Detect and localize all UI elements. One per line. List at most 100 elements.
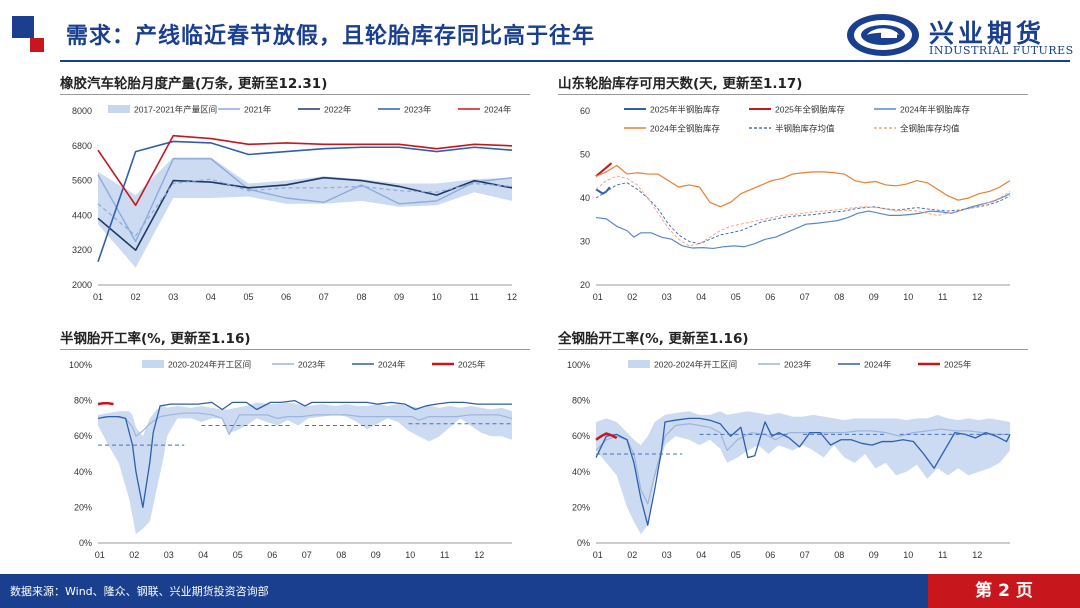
x-tick-label: 10	[432, 292, 442, 302]
y-tick-label: 40	[580, 193, 590, 203]
x-tick-label: 08	[834, 550, 844, 560]
page-number: 第 2 页	[928, 574, 1080, 608]
legend-label: 2022年	[324, 105, 352, 115]
y-tick-label: 3200	[72, 245, 92, 255]
legend-label: 2025年全钢胎库存	[775, 105, 845, 115]
chart-inventory-days: 20 30 40 50 60 01 02 03 04 05 06 07 08 09 10 11 12 2025年半…	[580, 105, 1011, 302]
x-tick-label: 02	[131, 292, 141, 302]
series-line-2023年	[595, 423, 1010, 505]
series-line-2023年	[97, 412, 513, 437]
legend-swatch	[628, 360, 650, 368]
x-tick-label: 04	[696, 292, 706, 302]
x-tick-label: 11	[440, 550, 449, 560]
chart-panel-inventory-days: 山东轮胎库存可用天数(天, 更新至1.17) 20 30 40 50 60 01 02 03 0…	[558, 72, 1028, 302]
x-tick-label: 03	[662, 550, 672, 560]
legend-label: 2025年	[458, 360, 486, 370]
x-tick-label: 01	[593, 292, 603, 302]
x-tick-label: 05	[731, 292, 741, 302]
series-line-2025年半钢胎库存	[595, 186, 611, 195]
series-line-半钢胎库存均值	[595, 182, 1011, 245]
legend-label: 半钢胎库存均值	[775, 124, 835, 134]
x-tick-label: 08	[834, 292, 844, 302]
x-tick-label: 03	[662, 292, 672, 302]
title-divider	[60, 94, 530, 95]
chart-title: 半钢胎开工率(%, 更新至1.16)	[60, 331, 251, 347]
x-tick-label: 09	[371, 550, 381, 560]
y-tick-label: 60%	[572, 431, 590, 441]
x-tick-label: 09	[869, 292, 879, 302]
legend-label: 2020-2024年开工区间	[654, 360, 737, 370]
y-tick-label: 50	[580, 150, 590, 160]
legend-label: 2017-2021年产量区间	[134, 105, 217, 115]
header-square-red	[30, 38, 44, 52]
legend-label: 2023年	[784, 360, 812, 370]
y-tick-label: 100%	[567, 360, 590, 370]
x-tick-label: 04	[206, 292, 216, 302]
series-line-2024年半钢胎库存	[595, 193, 1011, 250]
y-tick-label: 6800	[72, 141, 92, 151]
series-line-2025年	[595, 432, 618, 441]
legend-swatch	[142, 360, 164, 368]
legend-label: 2024年全钢胎库存	[650, 124, 720, 134]
x-tick-label: 03	[168, 292, 178, 302]
x-tick-label: 06	[765, 550, 775, 560]
legend-label: 2024年半钢胎库存	[900, 105, 970, 115]
header-square-blue	[12, 16, 34, 38]
legend-label: 2024年	[864, 360, 892, 370]
chart-all-steel-rate: 0% 20% 40% 60% 80% 100% 01 02 03 04 05 06 07 08 09 10 11…	[567, 360, 1011, 560]
x-tick-label: 07	[800, 550, 810, 560]
footer-bar: 数据来源：Wind、隆众、钢联、兴业期货投资咨询部 第 2 页	[0, 574, 1080, 608]
company-logo: 兴业期货 INDUSTRIAL FUTURES	[845, 12, 1073, 58]
y-tick-label: 5600	[72, 176, 92, 186]
x-tick-label: 11	[470, 292, 479, 302]
y-tick-label: 60	[580, 106, 590, 116]
y-tick-label: 2000	[72, 280, 92, 290]
x-tick-label: 10	[903, 550, 913, 560]
y-tick-label: 40%	[572, 467, 590, 477]
y-tick-label: 20%	[572, 502, 590, 512]
x-tick-label: 02	[129, 550, 139, 560]
legend-label: 2024年	[378, 360, 406, 370]
x-tick-label: 03	[164, 550, 174, 560]
y-tick-label: 80%	[74, 396, 92, 406]
legend-label: 2023年	[298, 360, 326, 370]
x-tick-label: 12	[507, 292, 517, 302]
legend-label: 2024年	[484, 105, 512, 115]
y-tick-label: 60%	[74, 431, 92, 441]
y-tick-label: 30	[580, 237, 590, 247]
legend-label: 2021年	[244, 105, 272, 115]
title-divider	[558, 349, 1028, 350]
logo-text-cn: 兴业期货	[929, 19, 1046, 48]
series-line-average	[97, 178, 513, 237]
chart-semi-steel-rate: 0% 20% 40% 60% 80% 100% 01 02 03 04 05 06 07 08 09 10 11…	[69, 360, 513, 560]
y-tick-label: 0%	[577, 538, 590, 548]
title-divider	[60, 349, 530, 350]
x-tick-label: 02	[627, 550, 637, 560]
x-tick-label: 12	[474, 550, 484, 560]
x-tick-label: 09	[394, 292, 404, 302]
series-line-2025年	[97, 402, 114, 406]
series-line-2024年	[97, 399, 512, 509]
x-tick-label: 04	[696, 550, 706, 560]
y-tick-label: 20%	[74, 502, 92, 512]
series-line-全钢胎库存均值	[595, 175, 1011, 247]
x-tick-label: 06	[267, 550, 277, 560]
legend-label: 2020-2024年开工区间	[168, 360, 251, 370]
series-line-2024年全钢胎库存	[595, 164, 1011, 208]
legend-label: 2025年半钢胎库存	[650, 105, 720, 115]
series-line-2024年	[595, 417, 1011, 526]
x-tick-label: 06	[281, 292, 291, 302]
x-tick-label: 01	[93, 292, 103, 302]
legend-swatch	[108, 105, 130, 113]
chart-panel-tire-production: 橡胶汽车轮胎月度产量(万条, 更新至12.31) 2000 3200 4400 560…	[60, 72, 530, 302]
x-tick-label: 09	[869, 550, 879, 560]
x-tick-label: 06	[765, 292, 775, 302]
x-tick-label: 11	[938, 292, 947, 302]
x-tick-label: 12	[972, 292, 982, 302]
x-tick-label: 07	[319, 292, 329, 302]
x-tick-label: 07	[800, 292, 810, 302]
y-tick-label: 40%	[74, 467, 92, 477]
title-divider	[558, 94, 1028, 95]
x-tick-label: 08	[336, 550, 346, 560]
logo-text-en: INDUSTRIAL FUTURES	[929, 44, 1074, 57]
